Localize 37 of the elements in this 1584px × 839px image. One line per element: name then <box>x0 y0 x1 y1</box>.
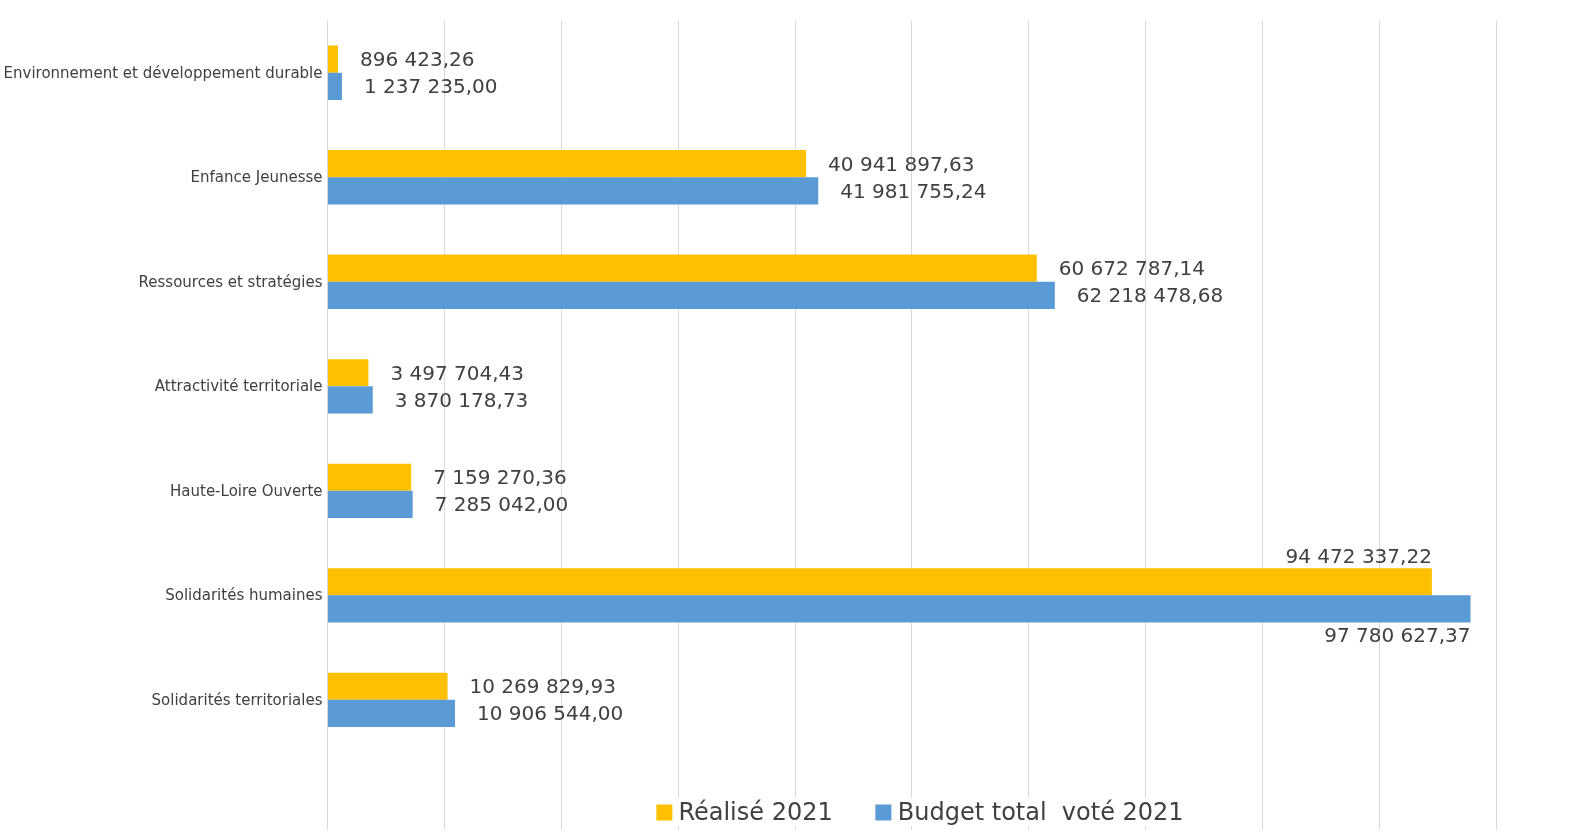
bar <box>327 45 338 73</box>
data-label: 3 497 704,43 <box>390 360 524 385</box>
y-tick-label: Environnement et développement durable <box>3 63 323 82</box>
legend-label: Budget total voté 2021 <box>897 798 1184 826</box>
bar <box>327 568 1432 596</box>
y-tick-label: Solidarités territoriales <box>151 690 323 709</box>
bar <box>327 150 807 178</box>
bar <box>327 490 413 518</box>
bar <box>327 595 1471 623</box>
y-tick-label: Ressources et stratégies <box>138 272 323 291</box>
bar <box>327 359 369 387</box>
y-tick-label: Solidarités humaines <box>165 586 323 605</box>
bar <box>327 281 1055 309</box>
bar <box>327 177 819 205</box>
bar <box>327 463 412 491</box>
data-label: 1 237 235,00 <box>363 74 498 99</box>
data-label: 896 423,26 <box>359 47 475 72</box>
data-label: 7 285 042,00 <box>434 492 569 517</box>
data-label: 41 981 755,24 <box>840 178 987 203</box>
data-label: 97 780 627,37 <box>1324 622 1471 647</box>
data-label: 60 672 787,14 <box>1058 256 1206 281</box>
data-label: 10 906 544,00 <box>476 701 624 726</box>
y-tick-label: Enfance Jeunesse <box>190 168 323 187</box>
legend-label: Réalisé 2021 <box>678 798 833 826</box>
data-label: 3 870 178,73 <box>394 387 529 412</box>
bar <box>327 386 373 414</box>
data-label: 10 269 829,93 <box>469 674 616 699</box>
y-tick-label: Haute-Loire Ouverte <box>170 481 323 500</box>
data-label: 40 941 897,63 <box>828 151 975 176</box>
y-tick-label: Attractivité territoriale <box>154 377 323 396</box>
bar <box>327 72 342 100</box>
data-label: 94 472 337,22 <box>1285 544 1432 569</box>
bar <box>327 254 1037 282</box>
data-label: 7 159 270,36 <box>433 465 567 490</box>
bar <box>327 699 455 728</box>
data-label: 62 218 478,68 <box>1076 283 1224 308</box>
bar <box>327 672 448 700</box>
